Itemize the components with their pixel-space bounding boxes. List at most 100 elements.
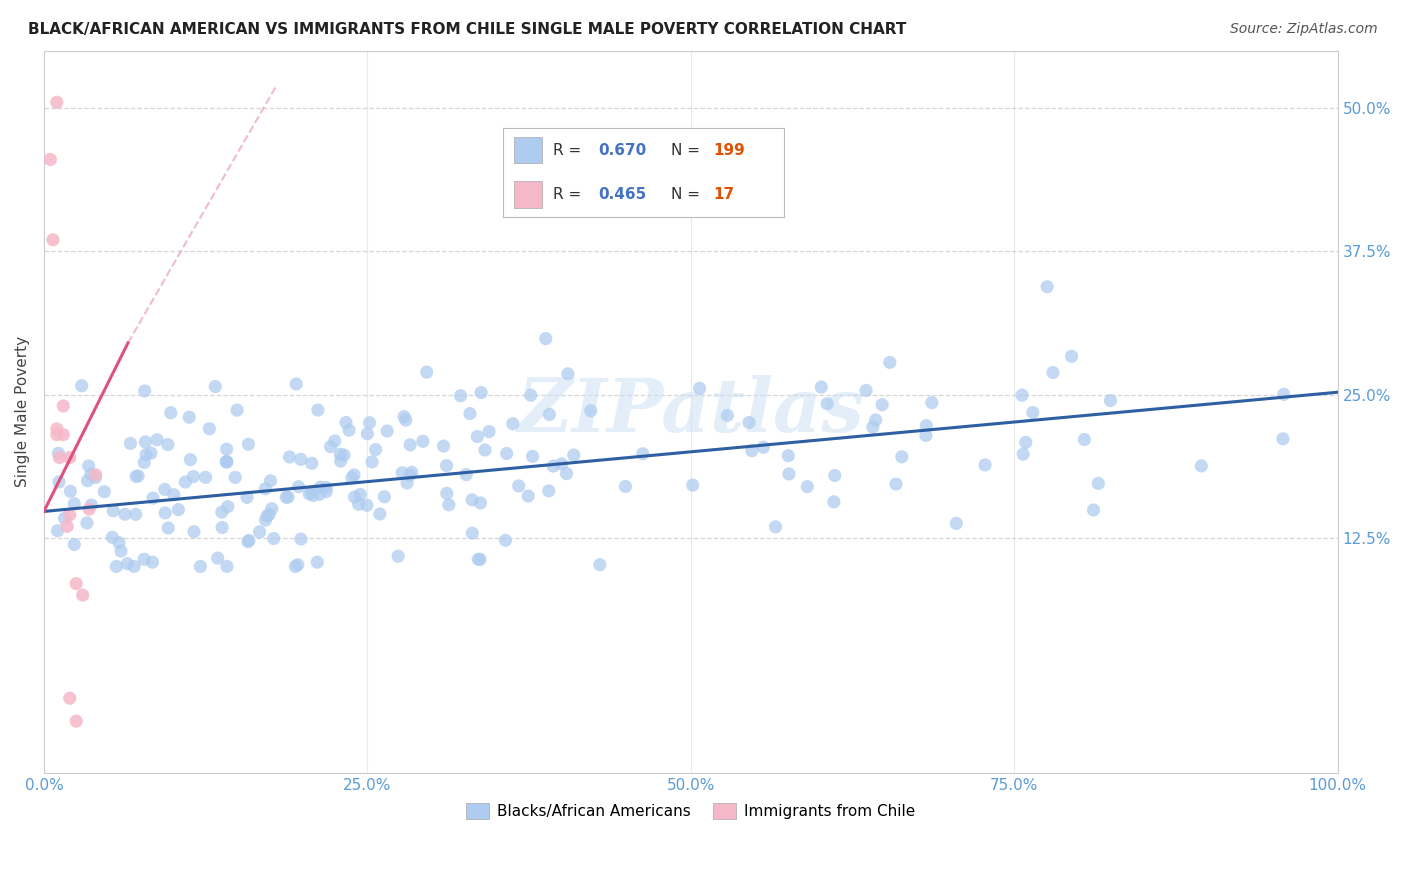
Point [329, 447, 352, 461]
Point [110, 544, 132, 558]
Point [522, 450, 544, 464]
Text: 17: 17 [714, 187, 735, 202]
Point [125, 508, 148, 522]
Point [340, 471, 363, 485]
Point [63, 497, 86, 511]
Point [915, 428, 938, 442]
Point [368, 507, 391, 521]
Point [467, 552, 489, 566]
Y-axis label: Single Male Poverty: Single Male Poverty [15, 336, 30, 487]
Point [278, 450, 301, 464]
Point [194, 470, 217, 484]
Point [45, 95, 67, 110]
Text: R =: R = [554, 143, 586, 158]
Point [865, 413, 887, 427]
Point [1042, 366, 1064, 380]
Point [401, 465, 423, 479]
Point [810, 380, 832, 394]
Point [93, 484, 115, 499]
Point [287, 480, 309, 494]
Point [276, 490, 298, 504]
Point [461, 492, 484, 507]
Point [796, 480, 818, 494]
Point [307, 403, 329, 417]
Point [287, 558, 309, 572]
Point [517, 489, 540, 503]
Point [217, 500, 239, 514]
Point [277, 490, 299, 504]
Point [215, 559, 238, 574]
Point [343, 467, 366, 482]
Point [915, 418, 938, 433]
Point [823, 495, 845, 509]
Text: ZIPatlas: ZIPatlas [517, 376, 865, 448]
Point [1272, 387, 1295, 401]
Point [103, 504, 125, 518]
Point [467, 429, 489, 443]
Point [167, 502, 190, 516]
Point [80, 498, 103, 512]
Point [364, 442, 387, 457]
Bar [515, 136, 543, 163]
Point [436, 486, 458, 500]
Point [1083, 503, 1105, 517]
Point [890, 450, 912, 464]
Point [1012, 447, 1035, 461]
Point [579, 403, 602, 417]
Point [183, 469, 205, 483]
Point [183, 524, 205, 539]
Point [59, 691, 82, 706]
Point [855, 384, 877, 398]
Point [502, 417, 524, 431]
Point [215, 455, 238, 469]
Point [468, 552, 491, 566]
Point [458, 407, 481, 421]
Point [1099, 393, 1122, 408]
Point [1022, 405, 1045, 419]
Point [53, 511, 76, 525]
Point [555, 467, 578, 481]
Text: N =: N = [672, 143, 706, 158]
Point [508, 479, 530, 493]
Text: Source: ZipAtlas.com: Source: ZipAtlas.com [1230, 22, 1378, 37]
Point [432, 439, 454, 453]
Point [134, 384, 156, 398]
Point [215, 455, 238, 469]
Point [470, 496, 492, 510]
Point [1036, 279, 1059, 293]
Point [862, 420, 884, 434]
Point [70, 378, 93, 392]
Point [537, 483, 560, 498]
Point [495, 533, 517, 548]
Point [153, 483, 176, 497]
Text: R =: R = [554, 187, 586, 202]
Point [375, 424, 398, 438]
Point [329, 454, 352, 468]
Point [211, 520, 233, 534]
Point [1060, 349, 1083, 363]
Point [392, 409, 415, 424]
Point [778, 467, 800, 481]
Point [323, 434, 346, 448]
Point [101, 530, 124, 544]
Point [157, 521, 180, 535]
Point [236, 534, 259, 549]
Point [48, 450, 70, 465]
Point [45, 422, 67, 436]
Point [198, 422, 221, 436]
Point [259, 474, 281, 488]
Point [127, 469, 149, 483]
Point [76, 474, 98, 488]
Point [135, 448, 157, 462]
Point [156, 437, 179, 451]
Point [1271, 432, 1294, 446]
Point [614, 479, 637, 493]
Point [315, 481, 337, 495]
Point [399, 468, 422, 483]
Point [541, 459, 564, 474]
Point [142, 491, 165, 505]
Point [52, 427, 75, 442]
Point [254, 482, 277, 496]
Point [415, 365, 437, 379]
Point [470, 385, 492, 400]
